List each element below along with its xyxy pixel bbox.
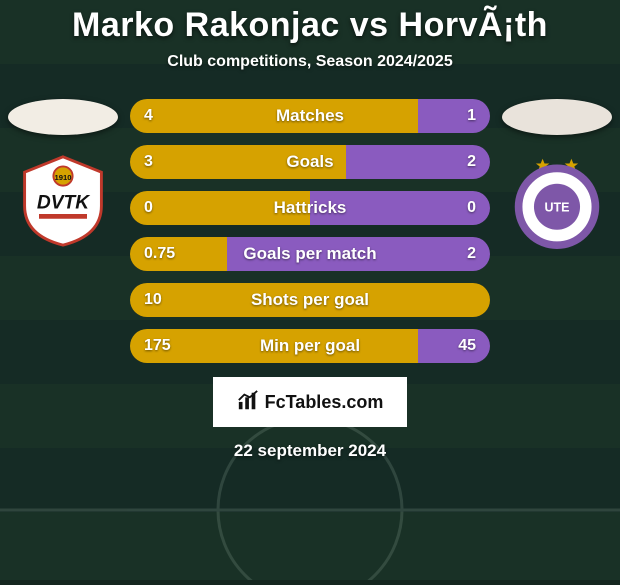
stat-bar: 17545Min per goal xyxy=(130,329,490,363)
stat-fill-left xyxy=(130,237,227,271)
right-club-badge: UTE xyxy=(509,153,605,249)
stat-fill-left xyxy=(130,283,490,317)
badge-right-text: UTE xyxy=(545,201,570,215)
stat-fill-right xyxy=(418,99,490,133)
stat-bar: 0.752Goals per match xyxy=(130,237,490,271)
stat-fill-right xyxy=(418,329,490,363)
stat-fill-right xyxy=(346,145,490,179)
stat-bar: 10Shots per goal xyxy=(130,283,490,317)
stat-bar: 41Matches xyxy=(130,99,490,133)
stat-fill-right xyxy=(310,191,490,225)
source-logo-text: FcTables.com xyxy=(265,392,384,413)
stat-fill-left xyxy=(130,99,418,133)
stat-bar: 32Goals xyxy=(130,145,490,179)
badge-left-text: DVTK xyxy=(37,193,91,214)
stat-fill-left xyxy=(130,145,346,179)
comparison-row: 1910 DVTK 41Matches 32Goals 00Hattricks 0.7… xyxy=(0,99,620,363)
stat-fill-right xyxy=(227,237,490,271)
date-text: 22 september 2024 xyxy=(234,441,386,461)
left-player-avatar xyxy=(8,99,118,135)
source-logo: FcTables.com xyxy=(213,377,408,427)
stat-fill-left xyxy=(130,329,418,363)
stat-bar: 00Hattricks xyxy=(130,191,490,225)
chart-icon xyxy=(237,390,259,415)
left-club-badge: 1910 DVTK xyxy=(15,153,111,249)
page-title: Marko Rakonjac vs HorvÃ¡th xyxy=(72,6,548,45)
stat-fill-left xyxy=(130,191,310,225)
right-player-avatar xyxy=(502,99,612,135)
left-player-column: 1910 DVTK xyxy=(8,99,118,249)
page-subtitle: Club competitions, Season 2024/2025 xyxy=(167,53,452,71)
stats-column: 41Matches 32Goals 00Hattricks 0.752Goals pe… xyxy=(130,99,490,363)
badge-year: 1910 xyxy=(54,173,71,182)
right-player-column: UTE xyxy=(502,99,612,249)
